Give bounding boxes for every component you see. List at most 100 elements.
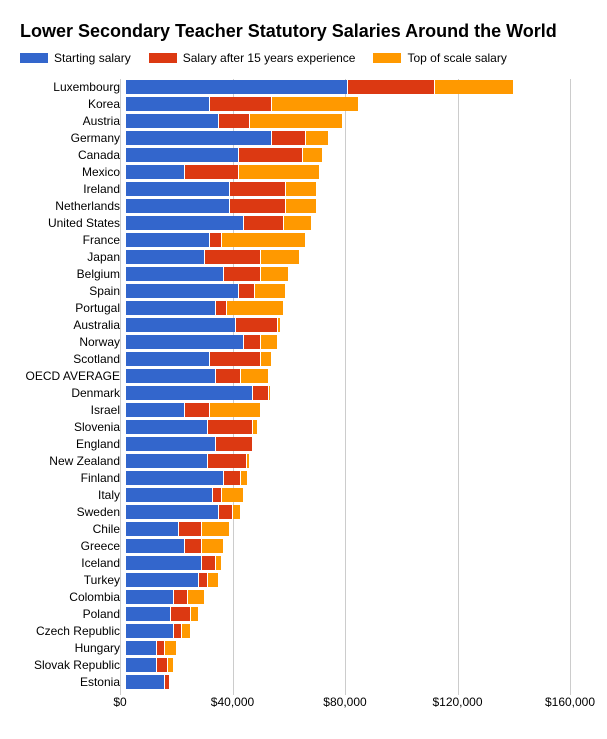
bar-segment <box>208 454 247 468</box>
chart-row: Italy <box>20 487 570 504</box>
legend-label: Starting salary <box>54 51 131 65</box>
bar-segment <box>157 641 165 655</box>
bar-segment <box>174 590 188 604</box>
bar-segment <box>205 250 261 264</box>
bar-segment <box>188 590 205 604</box>
bar-segment <box>126 284 239 298</box>
bar-segment <box>179 522 202 536</box>
legend-label: Salary after 15 years experience <box>183 51 356 65</box>
chart-row: United States <box>20 215 570 232</box>
bar-segment <box>126 437 216 451</box>
chart-row: Czech Republic <box>20 623 570 640</box>
legend-item: Salary after 15 years experience <box>149 51 356 65</box>
row-bar <box>126 589 576 606</box>
bar-segment <box>126 573 199 587</box>
bar-segment <box>191 607 199 621</box>
row-bar <box>126 538 576 555</box>
bar-segment <box>185 539 202 553</box>
bar-segment <box>272 97 359 111</box>
row-bar <box>126 555 576 572</box>
bar-segment <box>126 131 272 145</box>
bar-segment <box>286 182 317 196</box>
chart-legend: Starting salary Salary after 15 years exp… <box>20 51 587 65</box>
row-bar <box>126 385 576 402</box>
legend-swatch <box>373 53 401 63</box>
bar-segment <box>126 216 244 230</box>
row-bar <box>126 232 576 249</box>
row-label: Australia <box>20 318 126 332</box>
chart-rows: LuxembourgKoreaAustriaGermanyCanadaMexic… <box>20 79 570 691</box>
x-tick-label: $80,000 <box>323 695 366 709</box>
x-tick-label: $120,000 <box>432 695 482 709</box>
row-bar <box>126 96 576 113</box>
bar-segment <box>210 403 261 417</box>
chart-row: Austria <box>20 113 570 130</box>
row-bar <box>126 130 576 147</box>
bar-segment <box>286 199 317 213</box>
legend-swatch <box>20 53 48 63</box>
bar-segment <box>253 437 254 451</box>
bar-segment <box>303 148 323 162</box>
bar-segment <box>219 505 233 519</box>
chart-row: Hungary <box>20 640 570 657</box>
bar-segment <box>126 148 239 162</box>
row-bar <box>126 470 576 487</box>
bar-segment <box>272 131 306 145</box>
chart-row: Scotland <box>20 351 570 368</box>
bar-segment <box>126 250 205 264</box>
chart-row: Turkey <box>20 572 570 589</box>
chart-title: Lower Secondary Teacher Statutory Salari… <box>20 20 587 43</box>
row-label: Luxembourg <box>20 80 126 94</box>
row-bar <box>126 674 576 691</box>
row-label: Scotland <box>20 352 126 366</box>
legend-swatch <box>149 53 177 63</box>
bar-segment <box>126 590 174 604</box>
row-bar <box>126 368 576 385</box>
bar-segment <box>306 131 329 145</box>
bar-segment <box>269 386 270 400</box>
chart-row: Luxembourg <box>20 79 570 96</box>
bar-segment <box>126 301 216 315</box>
bar-segment <box>227 301 283 315</box>
bar-segment <box>126 80 348 94</box>
bar-segment <box>126 352 210 366</box>
bar-segment <box>241 471 248 485</box>
row-bar <box>126 198 576 215</box>
bar-segment <box>126 267 224 281</box>
row-label: Austria <box>20 114 126 128</box>
bar-segment <box>126 522 179 536</box>
chart-row: Mexico <box>20 164 570 181</box>
row-bar <box>126 623 576 640</box>
row-label: Japan <box>20 250 126 264</box>
chart-row: Sweden <box>20 504 570 521</box>
chart-row: Denmark <box>20 385 570 402</box>
salary-chart: Lower Secondary Teacher Statutory Salari… <box>20 20 587 719</box>
bar-segment <box>233 505 241 519</box>
bar-segment <box>284 216 312 230</box>
row-label: England <box>20 437 126 451</box>
bar-segment <box>348 80 435 94</box>
row-bar <box>126 300 576 317</box>
x-tick-label: $0 <box>113 695 126 709</box>
row-label: New Zealand <box>20 454 126 468</box>
row-bar <box>126 249 576 266</box>
chart-row: Israel <box>20 402 570 419</box>
bar-segment <box>126 505 219 519</box>
bar-segment <box>126 658 157 672</box>
bar-segment <box>126 607 171 621</box>
bar-segment <box>253 420 259 434</box>
chart-row: Poland <box>20 606 570 623</box>
row-label: Spain <box>20 284 126 298</box>
row-label: France <box>20 233 126 247</box>
chart-row: Slovak Republic <box>20 657 570 674</box>
bar-segment <box>165 641 176 655</box>
chart-row: Germany <box>20 130 570 147</box>
row-label: United States <box>20 216 126 230</box>
bar-segment <box>126 624 174 638</box>
row-label: Israel <box>20 403 126 417</box>
bar-segment <box>199 573 207 587</box>
row-label: Belgium <box>20 267 126 281</box>
bar-segment <box>210 97 272 111</box>
row-bar <box>126 164 576 181</box>
bar-segment <box>157 658 168 672</box>
